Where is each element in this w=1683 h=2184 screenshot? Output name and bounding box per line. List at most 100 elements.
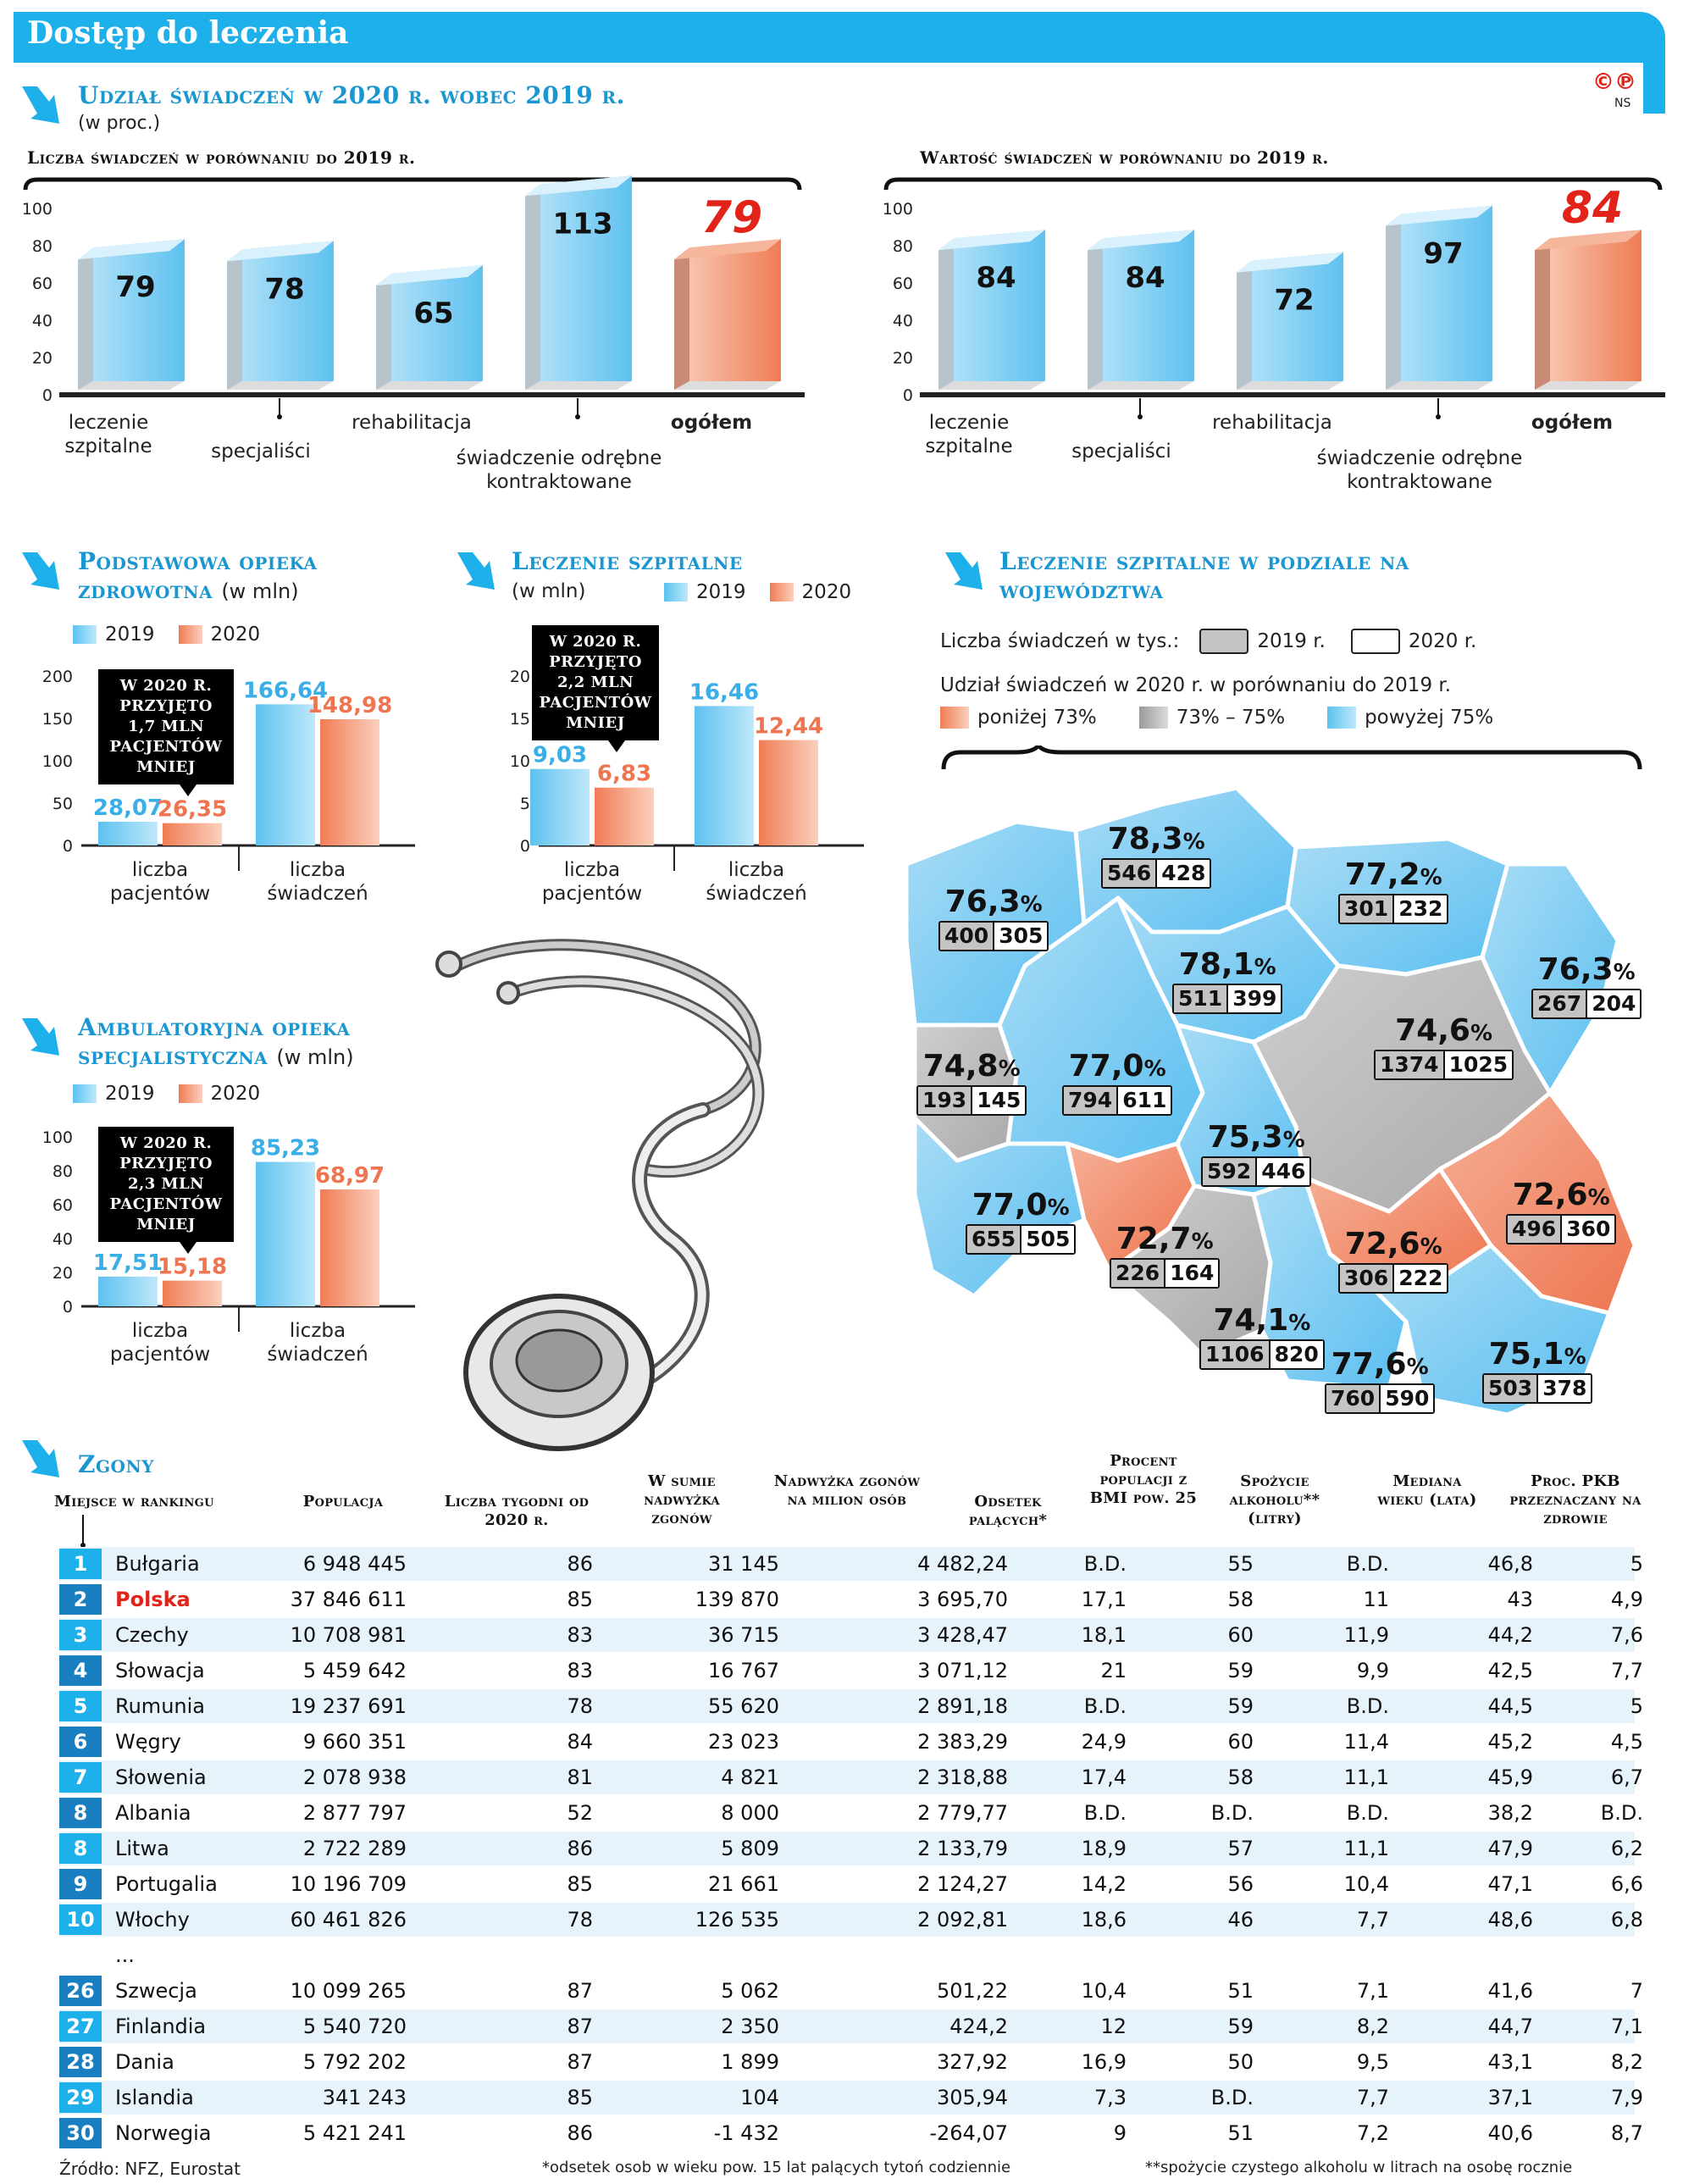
bar-value-label: 84: [1125, 261, 1165, 295]
map-value-2020: 360: [1562, 1216, 1615, 1243]
legend-swatch-2019: [1199, 629, 1249, 654]
x-category-label: świadczeń: [267, 883, 368, 905]
x-category-label: świadczeń: [706, 883, 806, 905]
x-category-label: liczba: [132, 1320, 188, 1342]
legend-swatch-2020: [178, 1084, 202, 1103]
smokers-cell: 18,6: [1081, 1908, 1127, 1932]
weeks-cell: 86: [567, 2121, 593, 2145]
section-arrow-icon: [457, 552, 495, 590]
bar: [1535, 230, 1641, 390]
bar-value-label: 97: [1423, 237, 1463, 271]
y-tick-label: 0: [903, 386, 913, 405]
y-tick-label: 50: [53, 795, 73, 813]
aos-bar-chart: 02040608010017,5115,18liczbapacjentów85,…: [42, 1128, 415, 1366]
bar-value-label: 166,64: [243, 678, 328, 703]
excess-cell: 23 023: [708, 1730, 779, 1754]
y-tick-label: 60: [32, 274, 53, 293]
alcohol-cell: 11,1: [1343, 1837, 1389, 1860]
median-age-cell: 47,1: [1487, 1872, 1533, 1896]
alcohol-cell: 8,2: [1356, 2015, 1389, 2038]
alcohol-cell: 11: [1363, 1588, 1389, 1611]
x-category-label: liczba: [564, 859, 620, 881]
excess-per-million-cell: 2 891,18: [917, 1694, 1008, 1718]
excess-cell: 5 062: [721, 1979, 779, 2003]
x-category-label: świadczenie odrębne: [1317, 447, 1523, 469]
gdp-cell: 7: [1630, 1979, 1643, 2003]
rank-cell: 30: [59, 2118, 102, 2148]
table-ellipsis-row: ...: [59, 1938, 1635, 1972]
gdp-cell: 5: [1630, 1694, 1643, 1718]
alcohol-cell: 10,4: [1343, 1872, 1389, 1896]
country-cell: Szwecja: [115, 1979, 197, 2003]
y-tick-label: 100: [22, 200, 53, 219]
country-cell: Bułgaria: [115, 1552, 200, 1576]
bmi-cell: 59: [1227, 1659, 1254, 1682]
table-row: 9 Portugalia 10 196 709 85 21 661 2 124,27 14,…: [59, 1867, 1643, 1901]
callout-note: W 2020 R. PRZYJĘTO 2,3 MLN PACJENTÓW MNI…: [98, 1127, 234, 1254]
population-cell: 10 708 981: [290, 1623, 407, 1647]
x-category-label: pacjentów: [110, 883, 210, 905]
table-row: 27 Finlandia 5 540 720 87 2 350 424,2 12 59 8,2 4…: [59, 2009, 1643, 2043]
population-cell: 9 660 351: [302, 1730, 407, 1754]
excess-per-million-cell: 4 482,24: [917, 1552, 1008, 1576]
map-pct: 76,3%: [944, 884, 1043, 919]
y-tick-label: 60: [893, 274, 913, 293]
excess-cell: 139 870: [695, 1588, 779, 1611]
excess-per-million-cell: 3 071,12: [917, 1659, 1008, 1682]
footnote-alcohol: **spożycie czystego alkoholu w litrach n…: [1145, 2159, 1573, 2176]
bar: [98, 1276, 158, 1306]
section-arrow-icon: [22, 1440, 59, 1477]
rank-cell: 29: [59, 2082, 102, 2113]
y-tick-label: 200: [42, 668, 73, 686]
rank-cell: 5: [59, 1691, 102, 1721]
y-tick-label: 5: [520, 795, 530, 813]
map-share-legend: poniżej 73% 73% – 75% powyżej 75%: [940, 707, 1493, 729]
map-value-2019: 193: [918, 1087, 973, 1114]
excess-cell: 4 821: [721, 1765, 779, 1789]
bar: [695, 706, 754, 845]
rank-cell: 8: [59, 1798, 102, 1828]
y-tick-label: 40: [32, 312, 53, 330]
map-title: Leczenie szpitalne w podziale na wojewód…: [999, 547, 1409, 604]
country-cell: Rumunia: [115, 1694, 205, 1718]
map-label-zachodniopomorskie: 76,3% 400 305: [938, 884, 1049, 951]
map-label-wielkopolskie: 77,0% 794 611: [1062, 1049, 1173, 1116]
bar: [1237, 252, 1343, 390]
y-tick-label: 15: [510, 710, 530, 729]
bmi-cell: 56: [1227, 1872, 1254, 1896]
legend-label-high: powyżej 75%: [1365, 707, 1494, 729]
poz-title: Podstawowa opieka zdrowotna (w mln): [78, 547, 318, 604]
col-rank: Miejsce w rankingu: [54, 1493, 214, 1511]
excess-cell: 126 535: [695, 1908, 779, 1932]
y-tick-label: 100: [42, 752, 73, 771]
bar-value-label: 15,18: [158, 1255, 227, 1280]
map-pct: 74,8%: [922, 1049, 1021, 1084]
aos-title: Ambulatoryjna opieka specjalistyczna (w …: [78, 1013, 354, 1070]
map-value-2020: 446: [1257, 1158, 1310, 1185]
excess-cell: 2 350: [721, 2015, 779, 2038]
y-tick-label: 100: [883, 200, 913, 219]
country-cell: Albania: [115, 1801, 191, 1825]
header-bar-tail: [1643, 59, 1665, 114]
gdp-cell: 7,7: [1610, 1659, 1643, 1682]
map-value-2020: 145: [972, 1087, 1026, 1114]
x-category-label: rehabilitacja: [352, 412, 472, 434]
section-arrow-icon: [22, 86, 59, 124]
country-cell: Dania: [115, 2050, 174, 2074]
x-category-label: rehabilitacja: [1212, 412, 1332, 434]
y-tick-label: 20: [893, 349, 913, 368]
excess-per-million-cell: 2 124,27: [917, 1872, 1008, 1896]
voivodeship-map: [904, 785, 1637, 1417]
map-pct: 72,7%: [1116, 1222, 1214, 1256]
rank-cell: 1: [59, 1549, 102, 1579]
gdp-cell: 8,2: [1610, 2050, 1643, 2074]
bmi-cell: 60: [1227, 1730, 1254, 1754]
median-age-cell: 37,1: [1487, 2086, 1533, 2109]
bar-value-label: 28,07: [93, 795, 163, 821]
gdp-cell: 6,7: [1610, 1765, 1643, 1789]
rank-pointer: [80, 1515, 86, 1548]
bar: [938, 230, 1045, 390]
share-unit: (w proc.): [78, 113, 161, 134]
excess-per-million-cell: 501,22: [937, 1979, 1008, 2003]
bar-value-label: 16,46: [689, 679, 759, 705]
